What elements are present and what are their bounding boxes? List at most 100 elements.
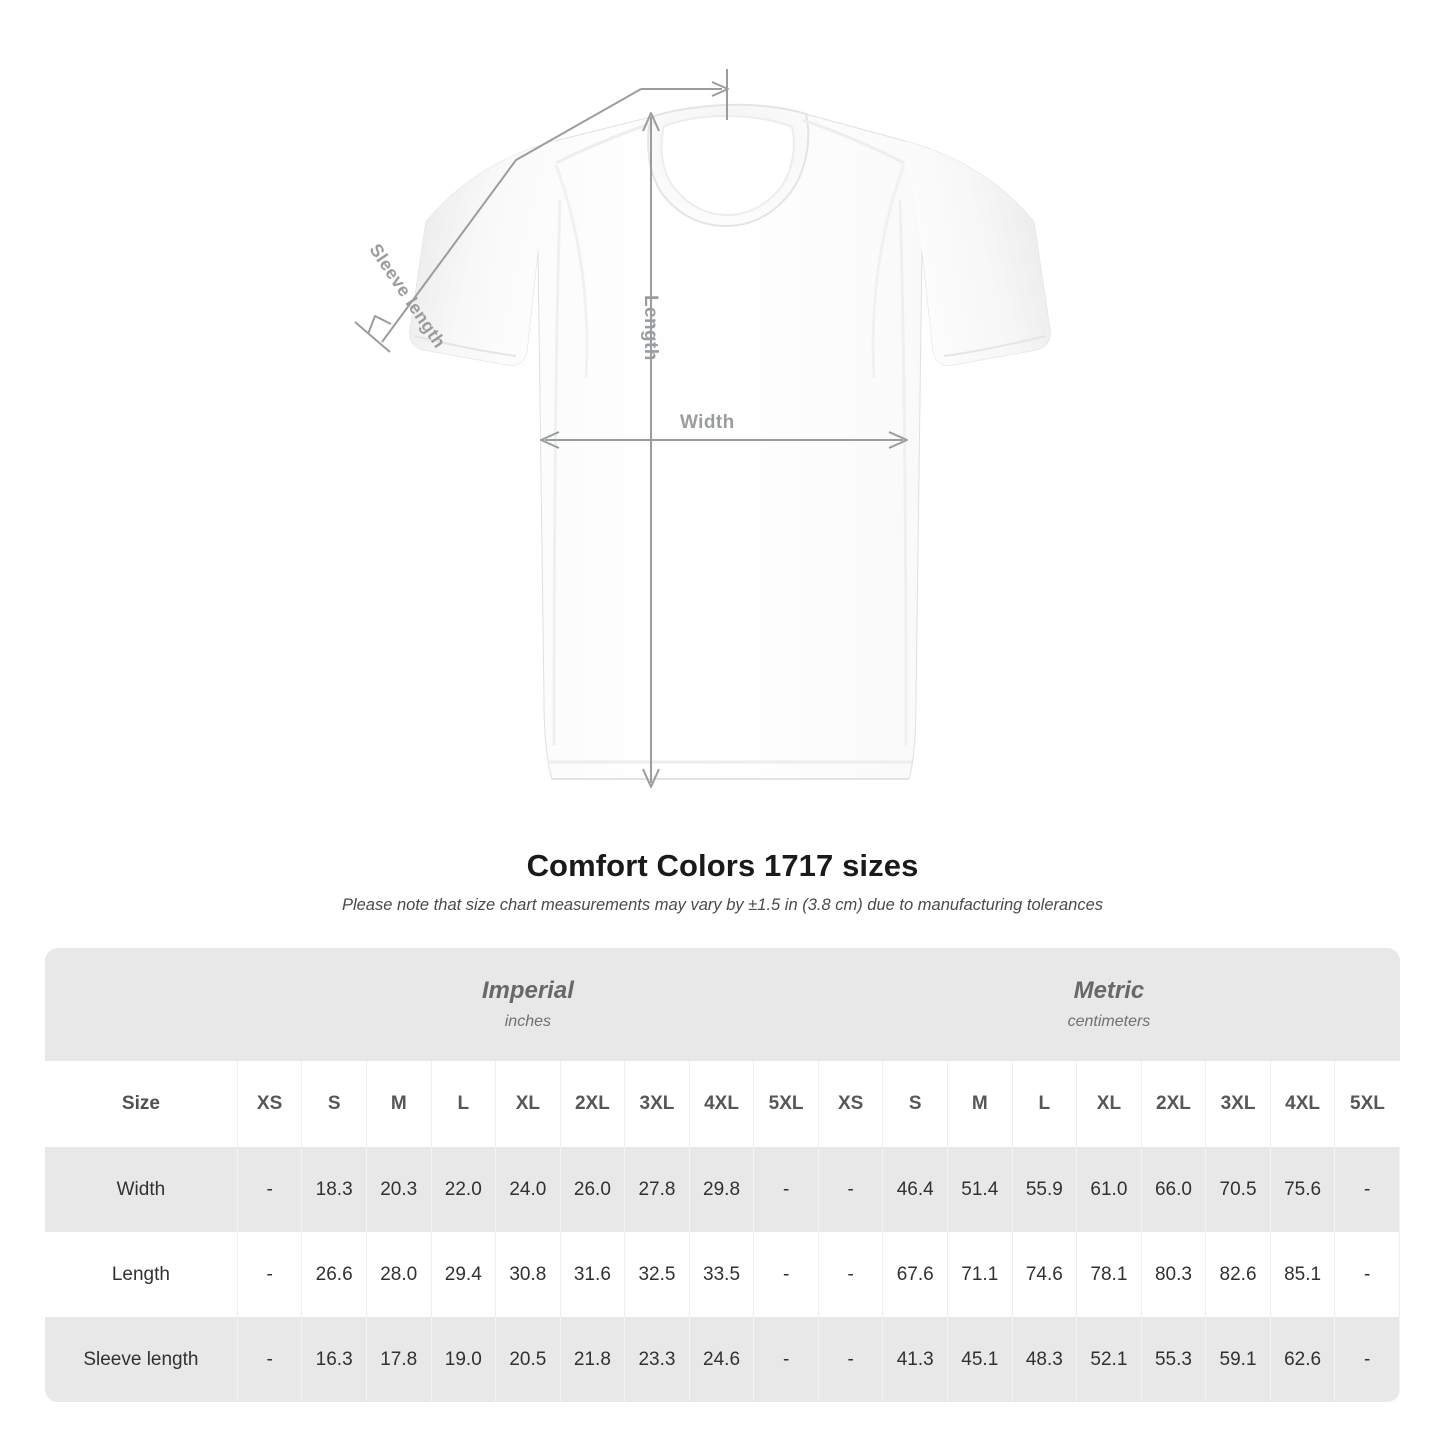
cell-sleeve-length-metric-xs: - xyxy=(817,1317,884,1402)
cell-sleeve-length-metric-m: 45.1 xyxy=(947,1317,1013,1402)
cell-length-imperial-3xl: 32.5 xyxy=(624,1232,690,1317)
cell-width-metric-2xl: 66.0 xyxy=(1141,1147,1207,1232)
unit-name-metric: Metric xyxy=(1073,977,1145,1005)
size-header-metric-m: M xyxy=(947,1061,1013,1147)
width-label: Width xyxy=(680,412,735,433)
row-label-width: Width xyxy=(45,1147,238,1232)
cell-sleeve-length-imperial-4xl: 24.6 xyxy=(689,1317,755,1402)
size-header-metric-l: L xyxy=(1012,1061,1078,1147)
unit-sub-imperial: inches xyxy=(504,1012,551,1030)
cell-length-metric-5xl: - xyxy=(1334,1232,1400,1317)
size-header-metric-s: S xyxy=(882,1061,949,1147)
unit-cell-imperial: Imperial inches xyxy=(237,948,819,1061)
cell-length-metric-4xl: 85.1 xyxy=(1270,1232,1336,1317)
size-header-imperial-xl: XL xyxy=(495,1061,561,1147)
cell-length-imperial-xs: - xyxy=(237,1232,303,1317)
cell-length-metric-l: 74.6 xyxy=(1012,1232,1078,1317)
cell-length-imperial-2xl: 31.6 xyxy=(560,1232,626,1317)
cell-length-imperial-4xl: 33.5 xyxy=(689,1232,755,1317)
cell-width-metric-5xl: - xyxy=(1334,1147,1400,1232)
cell-length-imperial-l: 29.4 xyxy=(431,1232,497,1317)
size-header-metric-3xl: 3XL xyxy=(1205,1061,1271,1147)
cell-length-metric-2xl: 80.3 xyxy=(1141,1232,1207,1317)
cell-width-imperial-3xl: 27.8 xyxy=(624,1147,690,1232)
table-row: Length -26.6 28.0 29.4 30.8 31.6 32.5 33.5- -67.… xyxy=(45,1232,1400,1317)
length-dimension xyxy=(642,112,660,788)
unit-cell-metric: Metric centimeters xyxy=(818,948,1400,1061)
cell-length-metric-xs: - xyxy=(817,1232,884,1317)
cell-sleeve-length-imperial-m: 17.8 xyxy=(366,1317,432,1402)
cell-sleeve-length-imperial-xl: 20.5 xyxy=(495,1317,561,1402)
cell-width-imperial-5xl: - xyxy=(753,1147,819,1232)
cell-sleeve-length-imperial-2xl: 21.8 xyxy=(560,1317,626,1402)
cell-sleeve-length-metric-5xl: - xyxy=(1334,1317,1400,1402)
cell-width-imperial-2xl: 26.0 xyxy=(560,1147,626,1232)
row-label-sleeve-length: Sleeve length xyxy=(45,1317,238,1402)
sleeve-length-dimension xyxy=(354,69,729,353)
size-header-metric-5xl: 5XL xyxy=(1334,1061,1400,1147)
cell-sleeve-length-imperial-l: 19.0 xyxy=(431,1317,497,1402)
cell-length-imperial-s: 26.6 xyxy=(301,1232,367,1317)
cell-sleeve-length-metric-l: 48.3 xyxy=(1012,1317,1078,1402)
cell-width-metric-s: 46.4 xyxy=(882,1147,949,1232)
size-header-row: Size XS S M L XL 2XL 3XL 4XL 5XL XS S M L XL 2XL 3XL 4XL… xyxy=(45,1061,1400,1147)
cell-width-metric-xs: - xyxy=(817,1147,884,1232)
size-header-imperial-3xl: 3XL xyxy=(624,1061,690,1147)
unit-spacer-cell xyxy=(45,948,238,1061)
cell-width-imperial-s: 18.3 xyxy=(301,1147,367,1232)
cell-sleeve-length-metric-4xl: 62.6 xyxy=(1270,1317,1336,1402)
cell-sleeve-length-imperial-5xl: - xyxy=(753,1317,819,1402)
size-header-label: Size xyxy=(45,1061,238,1147)
cell-width-imperial-xs: - xyxy=(237,1147,303,1232)
row-label-length: Length xyxy=(45,1232,238,1317)
size-header-metric-xl: XL xyxy=(1076,1061,1142,1147)
size-header-imperial-4xl: 4XL xyxy=(689,1061,755,1147)
size-header-imperial-5xl: 5XL xyxy=(753,1061,819,1147)
cell-length-metric-s: 67.6 xyxy=(882,1232,949,1317)
cell-width-metric-xl: 61.0 xyxy=(1076,1147,1142,1232)
cell-sleeve-length-imperial-s: 16.3 xyxy=(301,1317,367,1402)
table-row: Width -18.3 20.3 22.0 24.0 26.0 27.8 29.8- -46.4… xyxy=(45,1147,1400,1232)
length-label: Length xyxy=(640,295,661,361)
cell-sleeve-length-metric-s: 41.3 xyxy=(882,1317,949,1402)
size-header-imperial-xs: XS xyxy=(237,1061,303,1147)
tshirt-measurement-diagram: Sleeve length Length Width xyxy=(354,69,1051,788)
size-chart-table-wrapper: Imperial inches Metric centimeters Size … xyxy=(45,948,1400,1402)
chart-title: Comfort Colors 1717 sizes xyxy=(526,848,919,883)
cell-length-metric-xl: 78.1 xyxy=(1076,1232,1142,1317)
size-header-imperial-m: M xyxy=(366,1061,432,1147)
unit-banner-row: Imperial inches Metric centimeters xyxy=(45,948,1400,1061)
cell-sleeve-length-metric-3xl: 59.1 xyxy=(1205,1317,1271,1402)
chart-note: Please note that size chart measurements… xyxy=(341,896,1104,914)
table-row: Sleeve length -16.3 17.8 19.0 20.5 21.8 23.3 24… xyxy=(45,1317,1400,1402)
shirt-body-shape xyxy=(409,103,1051,780)
cell-width-imperial-m: 20.3 xyxy=(366,1147,432,1232)
size-header-imperial-s: S xyxy=(301,1061,367,1147)
size-header-imperial-2xl: 2XL xyxy=(560,1061,626,1147)
cell-sleeve-length-metric-2xl: 55.3 xyxy=(1141,1317,1207,1402)
cell-length-imperial-m: 28.0 xyxy=(366,1232,432,1317)
cell-sleeve-length-imperial-3xl: 23.3 xyxy=(624,1317,690,1402)
width-dimension xyxy=(540,431,908,449)
cell-length-imperial-xl: 30.8 xyxy=(495,1232,561,1317)
cell-sleeve-length-metric-xl: 52.1 xyxy=(1076,1317,1142,1402)
cell-length-imperial-5xl: - xyxy=(753,1232,819,1317)
cell-length-metric-3xl: 82.6 xyxy=(1205,1232,1271,1317)
size-header-metric-xs: XS xyxy=(817,1061,884,1147)
cell-width-metric-l: 55.9 xyxy=(1012,1147,1078,1232)
size-chart-table: Imperial inches Metric centimeters Size … xyxy=(45,948,1400,1402)
cell-sleeve-length-imperial-xs: - xyxy=(237,1317,303,1402)
tshirt-illustration xyxy=(354,69,1051,788)
dimension-lines xyxy=(354,69,908,788)
size-header-metric-4xl: 4XL xyxy=(1270,1061,1336,1147)
size-header-metric-2xl: 2XL xyxy=(1141,1061,1207,1147)
cell-width-imperial-4xl: 29.8 xyxy=(689,1147,755,1232)
cell-width-imperial-l: 22.0 xyxy=(431,1147,497,1232)
cell-width-metric-3xl: 70.5 xyxy=(1205,1147,1271,1232)
cell-width-imperial-xl: 24.0 xyxy=(495,1147,561,1232)
unit-sub-metric: centimeters xyxy=(1067,1012,1151,1030)
cell-length-metric-m: 71.1 xyxy=(947,1232,1013,1317)
cell-width-metric-4xl: 75.6 xyxy=(1270,1147,1336,1232)
cell-width-metric-m: 51.4 xyxy=(947,1147,1013,1232)
unit-name-imperial: Imperial xyxy=(481,977,574,1005)
